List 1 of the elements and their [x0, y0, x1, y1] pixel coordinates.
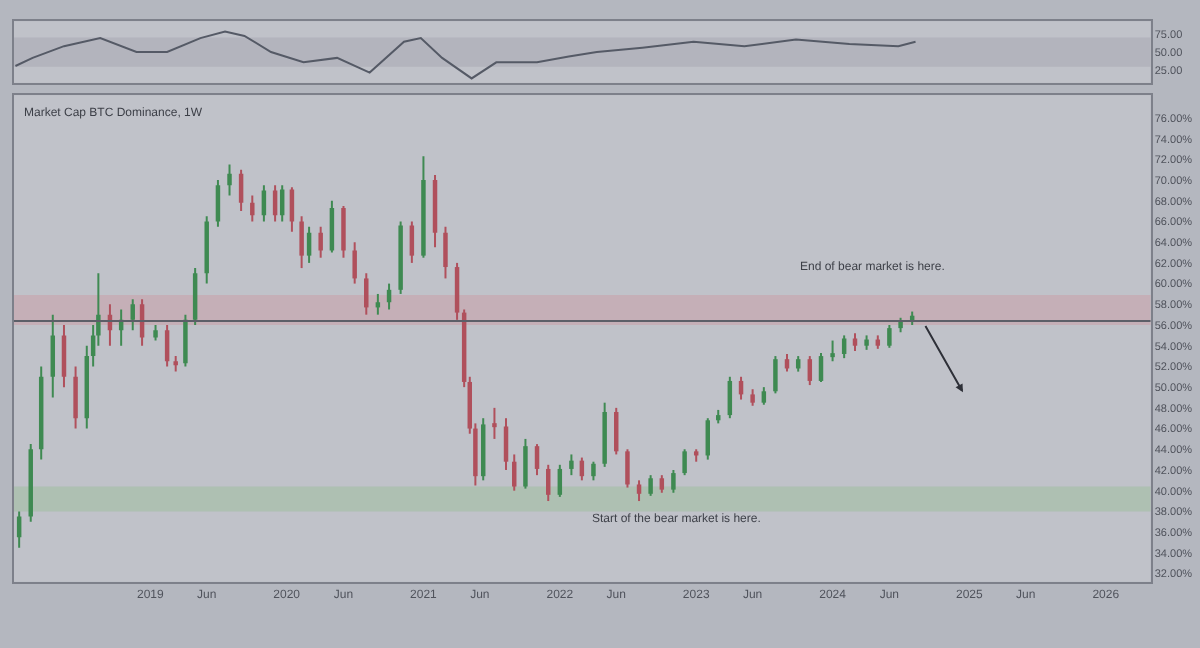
line-series [14, 30, 917, 80]
